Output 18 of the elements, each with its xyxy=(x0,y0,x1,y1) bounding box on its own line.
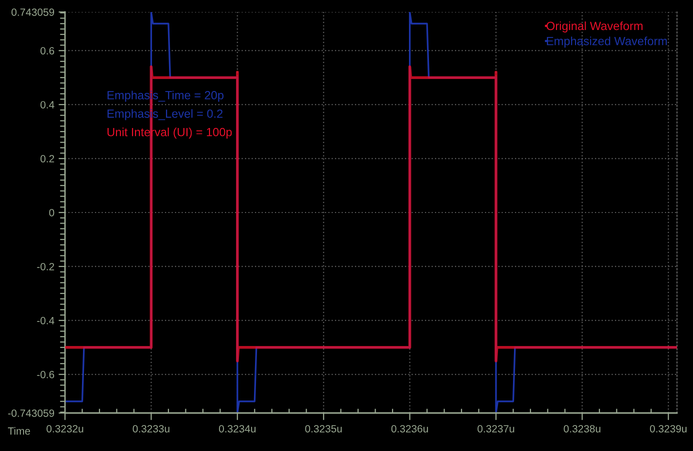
y-tick-label: 0.4 xyxy=(40,101,54,108)
x-tick-label: 0.3232u xyxy=(46,425,84,432)
y-tick-label: 0.743059 xyxy=(12,8,54,16)
x-tick-label: 0.3234u xyxy=(218,425,256,432)
y-tick-label: -0.4 xyxy=(37,316,54,324)
x-tick-label: 0.3239u xyxy=(650,425,687,432)
y-tick-label: 0 xyxy=(49,209,54,216)
x-tick-label: 0.3235u xyxy=(305,425,342,432)
x-axis-title: Time xyxy=(8,427,30,435)
y-tick-label: -0.2 xyxy=(37,262,54,270)
x-tick-label: 0.3238u xyxy=(564,425,600,432)
y-tick-label: -0.6 xyxy=(37,370,54,378)
y-tick-label: 0.2 xyxy=(40,155,54,162)
x-tick-label: 0.3237u xyxy=(478,425,514,432)
y-tick-label: -0.743059 xyxy=(8,410,54,417)
y-tick-label: 0.6 xyxy=(40,47,54,54)
x-tick-label: 0.3233u xyxy=(132,425,170,432)
x-tick-label: 0.3236u xyxy=(391,425,428,432)
